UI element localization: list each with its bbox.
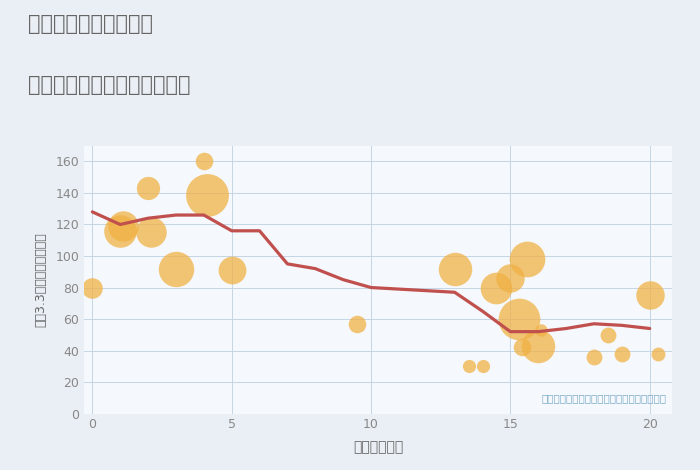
Y-axis label: 坪（3.3㎡）単価（万円）: 坪（3.3㎡）単価（万円） [34, 232, 47, 327]
Text: 円の大きさは、取引のあった物件面積を示す: 円の大きさは、取引のあった物件面積を示す [541, 393, 666, 403]
Point [87, 284, 98, 291]
Point [616, 350, 627, 358]
Point [536, 326, 547, 334]
Text: 千葉県成田市水の上の: 千葉県成田市水の上の [28, 14, 153, 34]
Point [226, 266, 237, 274]
Text: 駅距離別中古マンション価格: 駅距離別中古マンション価格 [28, 75, 190, 95]
Point [143, 185, 154, 192]
Point [491, 284, 502, 291]
Point [201, 191, 212, 198]
Point [589, 353, 600, 360]
Point [652, 350, 664, 358]
Point [513, 315, 524, 323]
Point [477, 362, 488, 370]
Point [198, 158, 209, 165]
Point [602, 331, 613, 338]
Point [522, 255, 533, 263]
Point [533, 342, 544, 350]
Point [115, 227, 126, 235]
Point [505, 274, 516, 282]
Point [516, 344, 527, 351]
Point [170, 265, 181, 273]
Point [644, 292, 655, 299]
Point [118, 222, 129, 230]
Point [449, 265, 460, 273]
X-axis label: 駅距離（分）: 駅距離（分） [353, 440, 403, 454]
Point [351, 320, 363, 328]
Point [146, 228, 157, 236]
Point [463, 362, 474, 370]
